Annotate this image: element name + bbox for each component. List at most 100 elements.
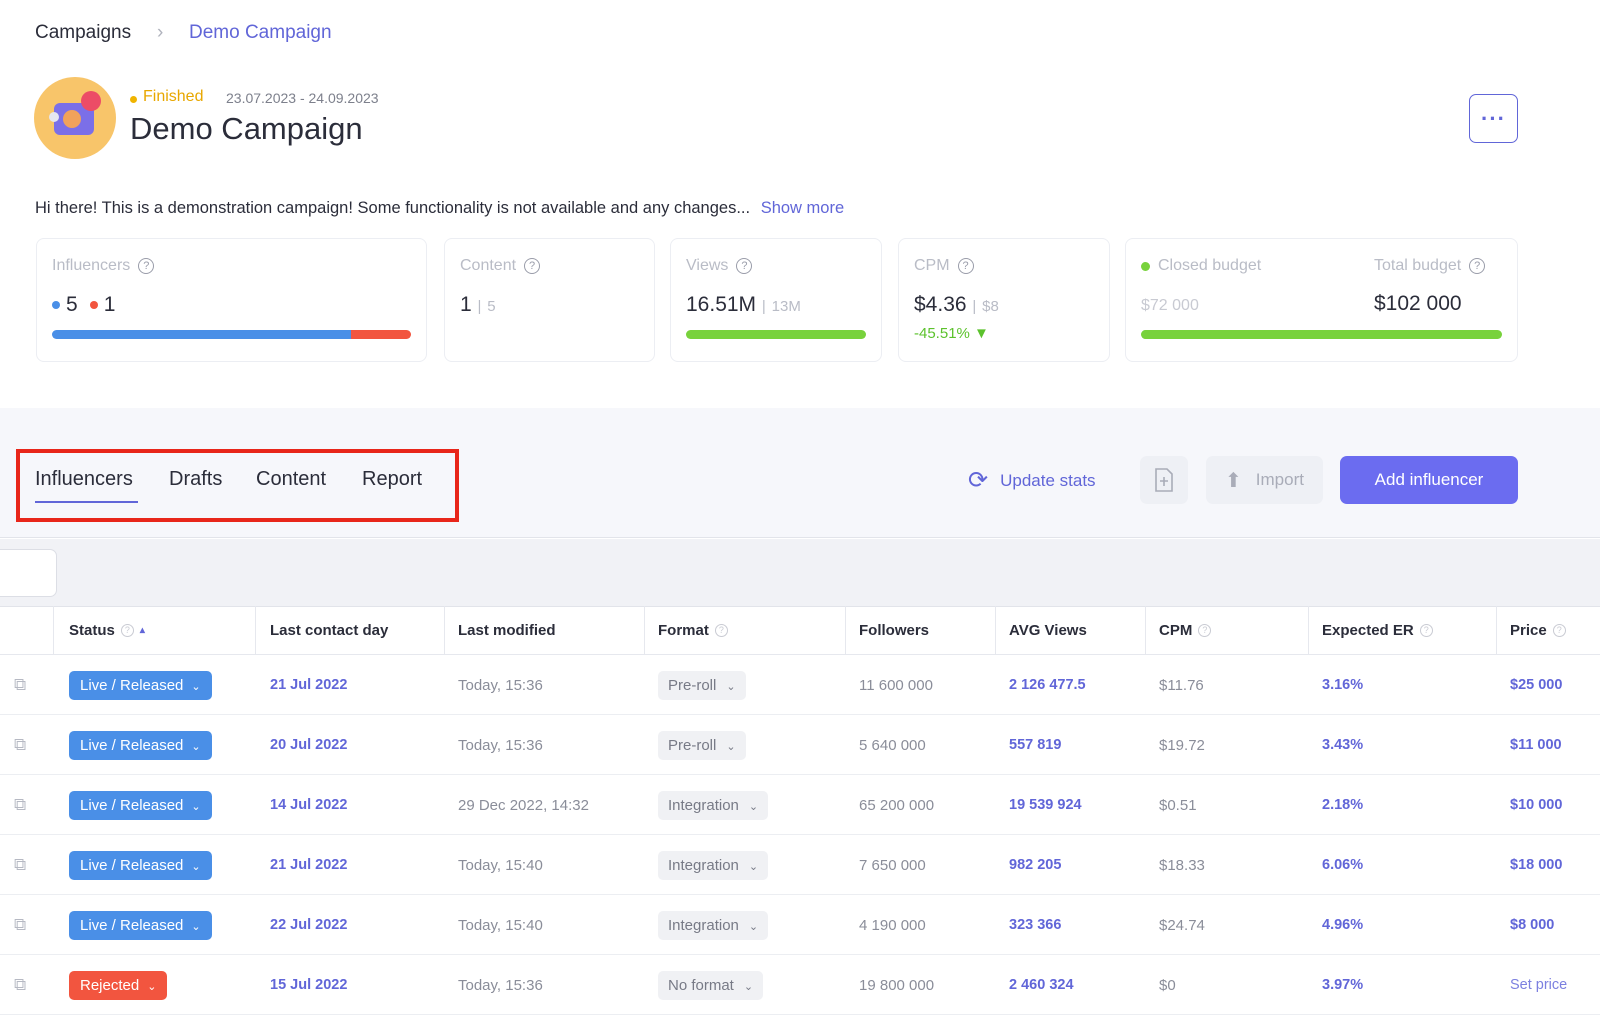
header-border (0, 654, 1600, 655)
table-cell[interactable]: 2 126 477.5 (1009, 677, 1086, 693)
format-text: Pre-roll (668, 736, 717, 754)
row-border (0, 894, 1600, 895)
tab[interactable]: Report (362, 468, 423, 490)
update-stats-button[interactable]: ⟳ Update stats (968, 467, 1096, 494)
show-more-link[interactable]: Show more (760, 199, 845, 217)
table-cell[interactable]: $8 000 (1510, 917, 1555, 933)
status-dropdown[interactable]: Rejected ⌄ (69, 970, 168, 1000)
table-cell: $11.76 (1159, 676, 1204, 694)
status-text: Live / Released (80, 916, 184, 934)
card-value: $4.36 | $8 (914, 293, 999, 316)
table-cell: 3.43% (1322, 737, 1364, 753)
copy-icon: ⧉ (14, 795, 27, 814)
format-dropdown[interactable]: Integration ⌄ (658, 790, 769, 820)
table-cell: 4.96% (1322, 917, 1364, 933)
table-cell[interactable]: 20 Jul 2022 (270, 737, 348, 753)
progress-bar (52, 330, 411, 339)
table-cell[interactable]: 19 539 924 (1009, 797, 1082, 813)
table-cell[interactable]: 21 Jul 2022 (270, 677, 348, 693)
import-button[interactable]: ⬆ Import (1206, 456, 1323, 504)
table-cell: Today, 15:36 (458, 736, 543, 754)
column-divider (1308, 606, 1309, 654)
format-dropdown[interactable]: No format ⌄ (658, 970, 764, 1000)
column-header: Expected ER? (1322, 606, 1433, 654)
table-cell[interactable]: $10 000 (1510, 797, 1563, 813)
column-header: Last contact day (270, 606, 388, 654)
table-cell[interactable]: $11 000 (1510, 737, 1562, 753)
table-cell[interactable]: Set price (1510, 977, 1568, 993)
status-dropdown[interactable]: Live / Released ⌄ (69, 910, 212, 940)
format-text: Integration (668, 916, 739, 934)
status-dropdown[interactable]: Live / Released ⌄ (69, 670, 212, 700)
format-text: Pre-roll (668, 676, 717, 694)
table-cell: $0.51 (1159, 796, 1197, 814)
influencers-card: Influencers? 5 1 (36, 238, 427, 362)
column-divider (1496, 606, 1497, 654)
card-label-text: CPM (914, 257, 950, 274)
breadcrumb-link[interactable]: Campaigns (35, 22, 132, 43)
sort-icon: ▴ (139, 624, 145, 636)
table-cell: 5 640 000 (859, 736, 926, 754)
table-cell: 4 190 000 (859, 916, 926, 934)
views-value: 16.51M (686, 293, 757, 316)
format-text: Integration (668, 796, 739, 814)
dropdown-arrow: ⌄ (191, 800, 201, 813)
format-dropdown[interactable]: Pre-roll ⌄ (658, 730, 746, 760)
table-cell[interactable]: 21 Jul 2022 (270, 857, 348, 873)
rejected-count: 1 (103, 293, 116, 316)
table-cell: $18.33 (1159, 856, 1205, 874)
column-header: Format? (658, 606, 728, 654)
column-divider (1145, 606, 1146, 654)
dropdown-arrow: ⌄ (748, 860, 759, 873)
table-cell[interactable]: 323 366 (1009, 917, 1062, 933)
status-text: Live / Released (80, 736, 184, 754)
copy-icon: ⧉ (14, 675, 27, 694)
table-cell[interactable]: 15 Jul 2022 (270, 977, 348, 993)
table-cell[interactable]: 2 460 324 (1009, 977, 1074, 993)
card-label-text: Influencers (52, 257, 131, 274)
cpm-value: $4.36 (914, 293, 967, 316)
row-border (0, 954, 1600, 955)
table (0, 606, 1600, 1012)
table-cell[interactable]: 14 Jul 2022 (270, 797, 348, 813)
column-header-text: AVG Views (1009, 621, 1087, 639)
breadcrumb-current: Demo Campaign (189, 22, 332, 43)
tab[interactable]: Drafts (169, 468, 223, 490)
search-input[interactable] (0, 549, 57, 597)
format-dropdown[interactable]: Integration ⌄ (658, 850, 769, 880)
copy-icon: ⧉ (14, 915, 27, 934)
format-cell: Pre-roll ⌄ (658, 655, 746, 715)
more-button[interactable]: ··· (1469, 94, 1518, 143)
table-cell[interactable]: 557 819 (1009, 737, 1062, 753)
column-divider (845, 606, 846, 654)
table-cell[interactable]: $18 000 (1510, 857, 1563, 873)
dropdown-arrow: ⌄ (191, 740, 201, 753)
campaign-dates: 23.07.2023 - 24.09.2023 (226, 90, 379, 106)
tab[interactable]: Influencers (35, 468, 133, 490)
total-budget: $102 000 (1374, 292, 1462, 315)
toolbar (0, 408, 1600, 538)
description-text: Hi there! This is a demonstration campai… (35, 199, 751, 217)
row-border (0, 834, 1600, 835)
cpm-target: $8 (982, 298, 999, 315)
dropdown-arrow: ⌄ (726, 740, 736, 753)
status-dropdown[interactable]: Live / Released ⌄ (69, 790, 212, 820)
table-cell[interactable]: 22 Jul 2022 (270, 917, 348, 933)
format-dropdown[interactable]: Integration ⌄ (658, 910, 769, 940)
tab[interactable]: Content (256, 468, 327, 490)
cpm-card: CPM? $4.36 | $8 -45.51% ▼ (898, 238, 1110, 362)
status-dropdown[interactable]: Live / Released ⌄ (69, 850, 212, 880)
column-header: Last modified (458, 606, 556, 654)
column-header-text: Expected ER (1322, 621, 1414, 639)
content-value: 1 (460, 293, 472, 316)
table-cell: Today, 15:36 (458, 976, 543, 994)
card-label: Views? (686, 257, 753, 275)
table-cell[interactable]: 982 205 (1009, 857, 1062, 873)
add-influencer-button[interactable]: Add influencer (1340, 456, 1518, 504)
table-cell: $0 (1159, 976, 1176, 994)
status-dropdown[interactable]: Live / Released ⌄ (69, 730, 212, 760)
table-cell[interactable]: $25 000 (1510, 677, 1563, 693)
column-header: Price? (1510, 606, 1566, 654)
export-button[interactable] (1140, 456, 1188, 504)
format-dropdown[interactable]: Pre-roll ⌄ (658, 670, 746, 700)
